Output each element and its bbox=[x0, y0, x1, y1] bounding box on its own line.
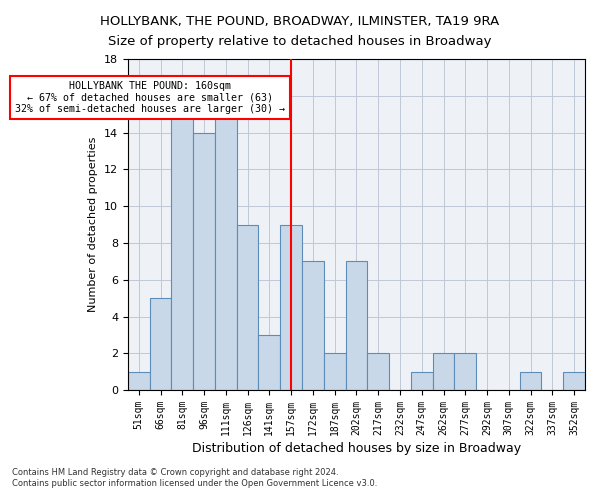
Bar bbox=[172, 114, 193, 390]
Bar bbox=[324, 354, 346, 390]
Bar bbox=[259, 335, 280, 390]
Bar bbox=[149, 298, 172, 390]
Text: HOLLYBANK, THE POUND, BROADWAY, ILMINSTER, TA19 9RA: HOLLYBANK, THE POUND, BROADWAY, ILMINSTE… bbox=[100, 15, 500, 28]
Bar bbox=[346, 262, 367, 390]
Bar bbox=[411, 372, 433, 390]
Bar bbox=[520, 372, 541, 390]
Bar bbox=[237, 224, 259, 390]
Text: HOLLYBANK THE POUND: 160sqm
← 67% of detached houses are smaller (63)
32% of sem: HOLLYBANK THE POUND: 160sqm ← 67% of det… bbox=[14, 81, 284, 114]
Bar bbox=[454, 354, 476, 390]
X-axis label: Distribution of detached houses by size in Broadway: Distribution of detached houses by size … bbox=[192, 442, 521, 455]
Bar bbox=[563, 372, 585, 390]
Y-axis label: Number of detached properties: Number of detached properties bbox=[88, 137, 98, 312]
Bar bbox=[128, 372, 149, 390]
Bar bbox=[215, 114, 237, 390]
Bar bbox=[193, 132, 215, 390]
Bar bbox=[302, 262, 324, 390]
Text: Contains HM Land Registry data © Crown copyright and database right 2024.
Contai: Contains HM Land Registry data © Crown c… bbox=[12, 468, 377, 487]
Bar bbox=[280, 224, 302, 390]
Bar bbox=[433, 354, 454, 390]
Text: Size of property relative to detached houses in Broadway: Size of property relative to detached ho… bbox=[108, 35, 492, 48]
Bar bbox=[367, 354, 389, 390]
